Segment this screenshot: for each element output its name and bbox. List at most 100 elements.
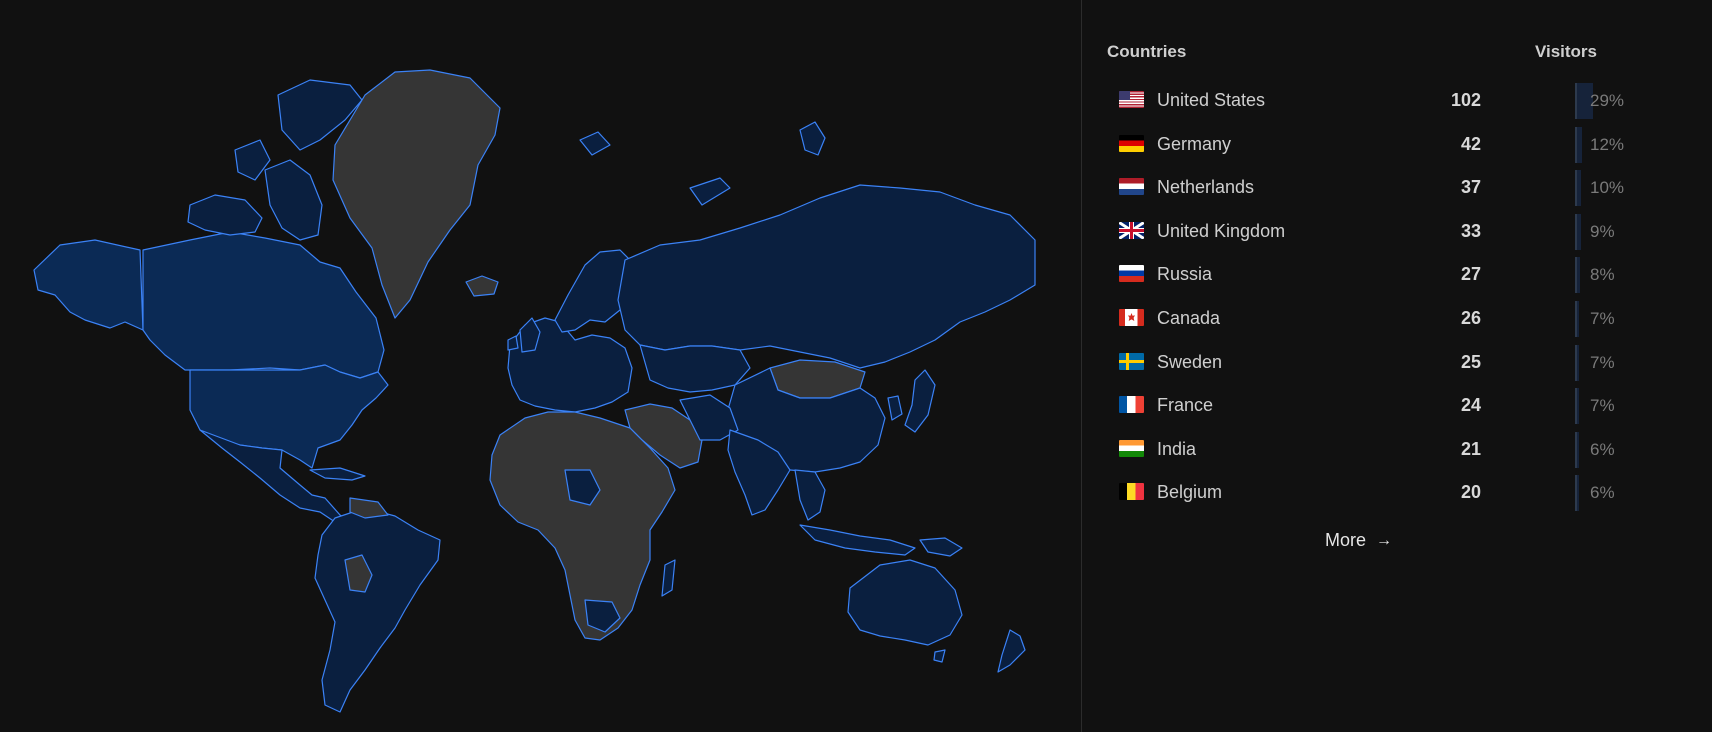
region-indonesia[interactable] [799, 524, 916, 556]
region-madagascar[interactable] [661, 559, 676, 597]
country-name: United States [1157, 90, 1266, 110]
flag-icon [1119, 352, 1144, 370]
more-label: More [1325, 530, 1367, 550]
region-arctic-islands[interactable] [187, 194, 263, 236]
countries-panel: Countries Visitors United States 102 29% Ge… [1082, 0, 1712, 732]
region-south-america[interactable] [314, 507, 441, 713]
share-bar-edge [1575, 126, 1577, 163]
country-row[interactable]: Belgium 20 6% [1107, 472, 1667, 512]
region-papua[interactable] [919, 537, 963, 557]
country-row[interactable]: Sweden 25 7% [1107, 342, 1667, 382]
visitor-percent: 7% [1590, 309, 1615, 328]
visitor-count: 26 [1460, 308, 1481, 328]
country-row[interactable]: France 24 7% [1107, 385, 1667, 425]
region-japan[interactable] [904, 369, 936, 433]
share-bar [1575, 388, 1580, 425]
region-new-zealand[interactable] [997, 629, 1026, 673]
country-name: Sweden [1157, 351, 1223, 372]
visitor-percent: 6% [1590, 439, 1615, 459]
region-baffin[interactable] [264, 159, 323, 241]
visitor-percent: 12% [1590, 134, 1625, 154]
flag-icon [1119, 439, 1144, 457]
flag-icon [1119, 134, 1144, 152]
region-alaska[interactable] [33, 239, 144, 331]
region-ne-canada-island[interactable] [234, 139, 271, 181]
country-row[interactable]: Russia 27 8% [1107, 254, 1667, 294]
share-bar [1575, 170, 1582, 207]
visitor-percent: 29% [1590, 91, 1625, 110]
country-row[interactable]: Canada 26 7% [1107, 298, 1667, 338]
region-venezuela-guyana[interactable] [349, 497, 389, 519]
region-korea[interactable] [887, 395, 903, 421]
share-bar [1575, 301, 1580, 337]
region-iceland[interactable] [465, 275, 499, 297]
country-name: United Kingdom [1157, 220, 1286, 241]
country-name: Netherlands [1157, 177, 1255, 198]
region-southeast-asia[interactable] [794, 469, 826, 521]
country-name: Russia [1157, 264, 1213, 285]
country-row[interactable]: Germany 42 12% [1107, 124, 1667, 164]
share-bar [1575, 213, 1581, 250]
region-greenland[interactable] [332, 69, 501, 319]
region-bolivia-paraguay[interactable] [344, 554, 373, 593]
region-svalbard[interactable] [579, 131, 611, 156]
share-bar-edge [1575, 83, 1577, 119]
region-russia[interactable] [617, 184, 1036, 369]
share-bar [1575, 257, 1580, 294]
region-india[interactable] [727, 429, 791, 516]
share-bar-edge [1575, 257, 1577, 294]
flag-icon [1119, 178, 1144, 196]
share-bar-edge [1575, 170, 1577, 207]
region-africa-visited[interactable] [564, 469, 601, 506]
country-row[interactable]: India 21 6% [1107, 429, 1667, 469]
more-button[interactable]: More → [1325, 530, 1392, 551]
share-bar-edge [1575, 301, 1577, 337]
region-united-kingdom[interactable] [519, 317, 541, 353]
share-bar-edge [1575, 431, 1577, 468]
region-ellesmere[interactable] [277, 79, 363, 151]
visitor-percent: 8% [1590, 265, 1615, 285]
visitor-percent: 7% [1590, 352, 1615, 372]
flag-icon [1119, 265, 1144, 283]
flag-icon [1119, 396, 1144, 414]
region-caribbean[interactable] [309, 467, 366, 481]
country-name: Belgium [1157, 482, 1223, 503]
visitor-percent: 10% [1590, 178, 1625, 198]
countries-column-header[interactable]: Countries [1107, 42, 1187, 61]
visitor-count: 42 [1460, 133, 1481, 154]
country-row[interactable]: United Kingdom 33 9% [1107, 211, 1667, 251]
region-australia[interactable] [847, 559, 963, 646]
country-name: France [1157, 395, 1214, 416]
visitor-count: 37 [1460, 177, 1481, 198]
share-bar-edge [1575, 213, 1577, 250]
region-canada[interactable] [142, 231, 385, 379]
share-bar [1575, 344, 1580, 381]
share-bar-edge [1575, 388, 1577, 425]
flag-icon [1119, 221, 1144, 239]
region-severnaya-zemlya[interactable] [799, 121, 826, 156]
country-row[interactable]: United States 102 29% [1107, 80, 1667, 120]
region-central-asia[interactable] [639, 344, 751, 393]
visitor-percent: 6% [1590, 483, 1615, 503]
country-name: Canada [1157, 308, 1221, 328]
world-map[interactable] [0, 0, 1081, 732]
region-tasmania[interactable] [933, 649, 946, 663]
arrow-right-icon: → [1376, 531, 1393, 549]
share-bar-edge [1575, 344, 1577, 381]
region-united-states[interactable] [189, 364, 389, 469]
region-ireland[interactable] [507, 335, 519, 351]
countries-table-header: Countries Visitors [1107, 42, 1597, 66]
region-africa[interactable] [489, 411, 676, 641]
visitor-percent: 9% [1590, 221, 1615, 241]
country-name: India [1157, 438, 1197, 459]
region-south-africa[interactable] [584, 599, 621, 633]
visitor-count: 102 [1450, 90, 1481, 110]
region-novaya-zemlya[interactable] [689, 177, 731, 206]
country-row[interactable]: Netherlands 37 10% [1107, 167, 1667, 207]
country-name: Germany [1157, 133, 1232, 154]
panel-divider [1081, 0, 1082, 732]
visitors-column-header[interactable]: Visitors [1534, 42, 1597, 61]
visitor-count: 21 [1460, 438, 1481, 459]
share-bar-edge [1575, 475, 1577, 512]
visitor-count: 25 [1460, 351, 1481, 372]
